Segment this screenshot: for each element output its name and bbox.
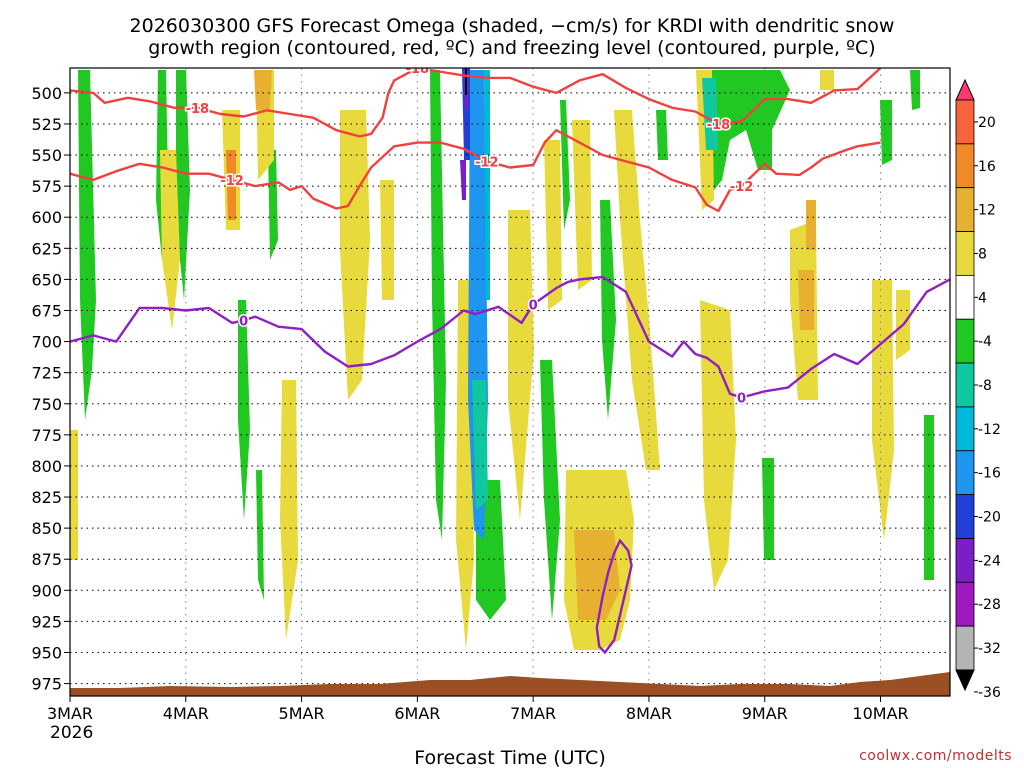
- plot-area: -18 -18 -18 -12 -12 -12 0 0 0: [70, 62, 950, 696]
- credit-text: coolwx.com/modelts: [859, 748, 1012, 764]
- contour-label: -18: [707, 118, 731, 133]
- x-tick-label: 7MAR: [510, 704, 556, 723]
- contour-line: [70, 68, 882, 138]
- y-tick-label: 900: [31, 581, 62, 600]
- contour-label: 0: [737, 392, 746, 407]
- y-tick-label: 975: [31, 675, 62, 694]
- colorbar-swatch: [955, 450, 975, 496]
- colorbar-swatch: [955, 362, 975, 408]
- colorbar-label: 4: [978, 290, 987, 306]
- colorbar-label: 12: [978, 203, 996, 219]
- contour-label: -12: [475, 155, 499, 170]
- contour-line: [70, 275, 950, 399]
- contour-label: 0: [529, 298, 538, 313]
- x-axis: 3MAR 4MAR 5MAR 6MAR 7MAR 8MAR 9MAR 10MAR: [47, 696, 909, 723]
- y-tick-label: 700: [31, 333, 62, 352]
- contour-label: 0: [239, 314, 248, 329]
- x-axis-label: Forecast Time (UTC): [414, 747, 605, 768]
- colorbar-label: -12: [978, 422, 1001, 438]
- terrain-fill: [70, 672, 950, 696]
- contour-label: -12: [730, 180, 754, 195]
- x-tick-label: 6MAR: [394, 704, 440, 723]
- colorbar-swatch: [955, 581, 975, 627]
- contours: -18 -18 -18 -12 -12 -12 0 0 0: [70, 62, 950, 655]
- y-tick-label: 825: [31, 488, 62, 507]
- contour-label: -18: [406, 62, 430, 77]
- y-tick-label: 725: [31, 364, 62, 383]
- colorbar-label: 8: [978, 246, 987, 262]
- x-tick-label: 10MAR: [852, 704, 908, 723]
- colorbar-swatch: [955, 406, 975, 452]
- y-tick-label: 525: [31, 115, 62, 134]
- colorbar-label: -28: [978, 597, 1001, 613]
- chart-title-line1: 2026030300 GFS Forecast Omega (shaded, −…: [130, 15, 895, 37]
- chart-title-line2: growth region (contoured, red, ºC) and f…: [148, 37, 875, 59]
- grid: [70, 68, 950, 696]
- colorbar-swatch: [955, 494, 975, 539]
- y-tick-label: 925: [31, 612, 62, 631]
- colorbar-swatch: [955, 274, 975, 320]
- x-tick-label: 3MAR: [47, 704, 93, 723]
- y-tick-label: 850: [31, 519, 62, 538]
- colorbar-label: -32: [978, 641, 1001, 657]
- y-tick-label: 800: [31, 457, 62, 476]
- y-tick-label: 675: [31, 301, 62, 320]
- colorbar: 20 16 12 8 4 -4 -8 -12 -16 -20 -24 -28 -32 -36: [955, 78, 1001, 701]
- y-tick-label: 575: [31, 177, 62, 196]
- contour-line: [70, 128, 881, 213]
- y-tick-label: 950: [31, 643, 62, 662]
- y-tick-label: 625: [31, 239, 62, 258]
- omega-shading: [70, 68, 934, 650]
- colorbar-bottom-arrow: [955, 669, 975, 692]
- colorbar-label: -36: [978, 685, 1001, 701]
- x-axis-year: 2026: [50, 723, 93, 743]
- colorbar-label: 16: [978, 159, 996, 175]
- contour-label: -12: [220, 174, 244, 189]
- colorbar-swatch: [955, 187, 975, 232]
- contour-label: -18: [186, 102, 210, 117]
- y-tick-label: 750: [31, 395, 62, 414]
- x-tick-label: 4MAR: [163, 704, 209, 723]
- y-tick-label: 600: [31, 208, 62, 227]
- y-axis: 500 525 550 575 600 625 650 675 700 725 750 775 800 8…: [31, 84, 70, 694]
- freezing-loop-contour: [595, 538, 633, 655]
- y-tick-label: 875: [31, 550, 62, 569]
- x-tick-label: 5MAR: [279, 704, 325, 723]
- colorbar-swatch: [955, 625, 975, 671]
- y-tick-label: 500: [31, 84, 62, 103]
- x-tick-label: 9MAR: [742, 704, 788, 723]
- colorbar-label: -8: [978, 378, 992, 394]
- colorbar-top-arrow: [955, 78, 975, 101]
- colorbar-swatch: [955, 231, 975, 276]
- colorbar-label: -20: [978, 510, 1001, 526]
- colorbar-swatch: [955, 143, 975, 189]
- y-tick-label: 775: [31, 426, 62, 445]
- colorbar-label: -16: [978, 466, 1001, 482]
- plot-border: [69, 67, 951, 697]
- colorbar-label: 20: [978, 115, 996, 131]
- x-tick-label: 8MAR: [626, 704, 672, 723]
- colorbar-swatch: [955, 318, 975, 364]
- y-tick-label: 550: [31, 146, 62, 165]
- colorbar-label: -24: [978, 553, 1001, 569]
- colorbar-swatch: [955, 538, 975, 583]
- colorbar-label: -4: [978, 334, 992, 350]
- y-tick-label: 650: [31, 270, 62, 289]
- colorbar-swatch: [955, 99, 975, 145]
